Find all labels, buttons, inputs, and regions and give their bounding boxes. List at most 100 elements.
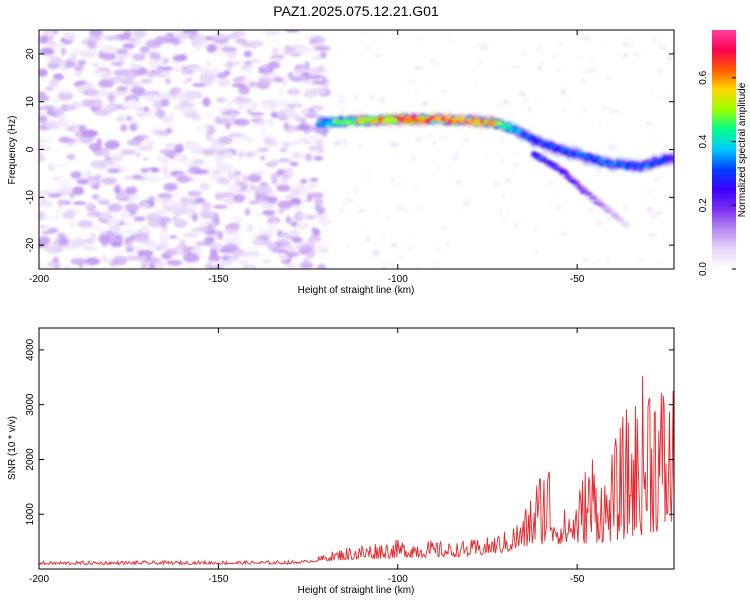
ridge-cell bbox=[586, 192, 594, 196]
noise-blob bbox=[56, 177, 70, 187]
noise-blob bbox=[269, 133, 276, 140]
noise-blob bbox=[126, 115, 132, 122]
noise-blob bbox=[81, 39, 88, 45]
ridge-cell bbox=[563, 172, 570, 175]
noise-blob bbox=[68, 153, 74, 161]
noise-blob bbox=[100, 210, 113, 221]
noise-blob bbox=[670, 31, 674, 38]
noise-blob bbox=[595, 168, 602, 175]
noise-blob bbox=[532, 226, 541, 233]
noise-blob bbox=[54, 120, 70, 127]
noise-blob bbox=[649, 37, 659, 43]
noise-blob bbox=[138, 249, 154, 256]
noise-blob bbox=[628, 112, 634, 116]
ridge-cell bbox=[670, 158, 674, 163]
noise-blob bbox=[357, 167, 365, 171]
noise-blob bbox=[408, 247, 414, 252]
noise-blob bbox=[162, 202, 175, 207]
noise-blob bbox=[223, 151, 234, 159]
noise-blob bbox=[340, 202, 346, 206]
noise-blob bbox=[589, 261, 599, 265]
noise-blob bbox=[74, 71, 83, 77]
noise-blob bbox=[300, 108, 317, 116]
noise-blob bbox=[634, 52, 640, 58]
noise-blob bbox=[124, 203, 140, 213]
noise-blob bbox=[414, 185, 419, 189]
noise-blob bbox=[47, 193, 62, 198]
noise-blob bbox=[311, 227, 318, 233]
noise-blob bbox=[176, 217, 184, 225]
noise-blob bbox=[214, 217, 220, 225]
noise-blob bbox=[658, 145, 668, 149]
noise-blob bbox=[418, 38, 425, 41]
noise-blob bbox=[649, 123, 658, 127]
noise-blob bbox=[360, 224, 369, 227]
noise-blob bbox=[254, 185, 272, 194]
noise-blob bbox=[500, 62, 509, 67]
noise-blob bbox=[243, 50, 253, 58]
noise-blob bbox=[86, 39, 96, 49]
noise-blob bbox=[259, 132, 269, 138]
x-tick-label: -50 bbox=[570, 274, 585, 285]
noise-blob bbox=[172, 54, 186, 62]
noise-blob bbox=[283, 106, 294, 115]
noise-blob bbox=[236, 134, 250, 141]
spectrogram-y-axis: -20 -10 0 10 20 bbox=[25, 48, 674, 252]
noise-blob bbox=[61, 184, 74, 192]
noise-blob bbox=[601, 107, 609, 110]
noise-blob bbox=[308, 145, 324, 152]
noise-blob bbox=[181, 106, 197, 116]
noise-blob bbox=[208, 125, 216, 135]
noise-blob bbox=[333, 51, 338, 57]
noise-blob bbox=[142, 157, 149, 161]
noise-blob bbox=[290, 204, 302, 209]
noise-blob bbox=[41, 230, 53, 235]
noise-blob bbox=[68, 138, 78, 143]
noise-blob bbox=[117, 114, 127, 122]
noise-blob bbox=[216, 177, 231, 185]
noise-blob bbox=[316, 138, 324, 148]
noise-blob bbox=[379, 232, 388, 239]
noise-blob bbox=[601, 42, 607, 47]
noise-blob bbox=[277, 254, 290, 261]
noise-blob bbox=[159, 232, 170, 242]
noise-blob bbox=[652, 214, 656, 219]
noise-blob bbox=[218, 136, 233, 145]
noise-blob bbox=[250, 124, 266, 129]
noise-blob bbox=[290, 98, 299, 104]
ridge-cell bbox=[591, 196, 597, 200]
noise-blob bbox=[664, 95, 672, 99]
noise-blob bbox=[88, 30, 104, 37]
noise-blob bbox=[206, 112, 215, 118]
noise-blob bbox=[182, 30, 199, 35]
ridge-cell bbox=[553, 163, 559, 167]
noise-blob bbox=[670, 118, 674, 122]
noise-blob bbox=[110, 61, 123, 66]
noise-blob bbox=[53, 96, 59, 105]
noise-blob bbox=[191, 83, 206, 87]
noise-blob bbox=[123, 175, 134, 180]
noise-blob bbox=[141, 262, 148, 269]
noise-blob bbox=[363, 46, 373, 51]
noise-blob bbox=[309, 185, 317, 193]
noise-blob bbox=[530, 250, 540, 257]
noise-blob bbox=[233, 215, 243, 223]
noise-blob bbox=[496, 104, 505, 108]
noise-blob bbox=[204, 236, 215, 243]
noise-blob bbox=[342, 137, 348, 144]
noise-blob bbox=[209, 242, 224, 249]
noise-blob bbox=[192, 227, 207, 232]
noise-blob bbox=[191, 212, 198, 222]
noise-blob bbox=[290, 76, 304, 82]
noise-blob bbox=[83, 89, 99, 97]
colorbar-tick-label: 0.0 bbox=[698, 262, 709, 276]
noise-blob bbox=[110, 241, 123, 248]
noise-blob bbox=[300, 179, 308, 184]
noise-blob bbox=[415, 266, 419, 269]
noise-blob bbox=[50, 163, 68, 169]
noise-blob bbox=[421, 100, 428, 107]
noise-blob bbox=[333, 142, 339, 148]
noise-blob bbox=[202, 148, 216, 156]
noise-blob bbox=[108, 217, 121, 227]
